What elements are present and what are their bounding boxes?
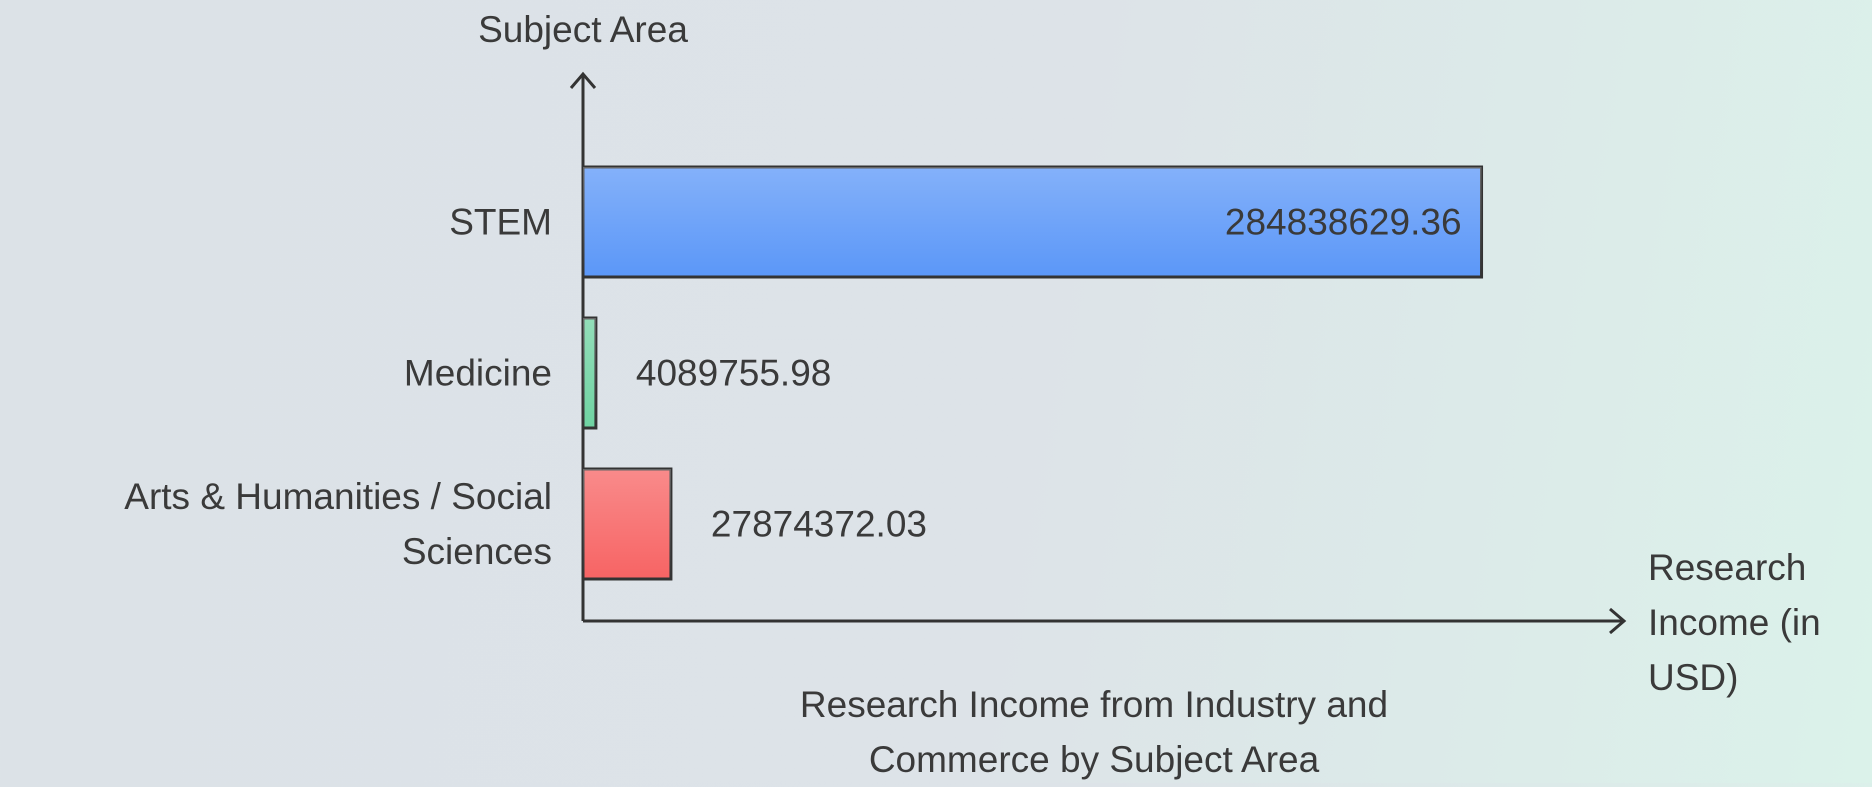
y-tick-label: Medicine	[403, 352, 552, 394]
y-axis-title: Subject Area	[478, 9, 688, 50]
y-tick-label: STEM	[449, 201, 552, 243]
y-tick-label: Arts & Humanities / Social Sciences	[124, 476, 552, 572]
bar-shade	[583, 469, 671, 579]
value-label: 284838629.36	[1224, 201, 1462, 243]
chart-title: Research Income from Industry and Commer…	[799, 684, 1389, 780]
x-axis-arrow	[1609, 607, 1627, 635]
value-label: 4089755.98	[635, 352, 832, 394]
bar-shade	[583, 167, 1482, 277]
value-label: 27874372.03	[710, 503, 927, 545]
x-axis-title: Research Income (in USD)	[1648, 547, 1821, 698]
bar-shade	[583, 318, 596, 428]
y-axis-arrow	[569, 71, 597, 89]
